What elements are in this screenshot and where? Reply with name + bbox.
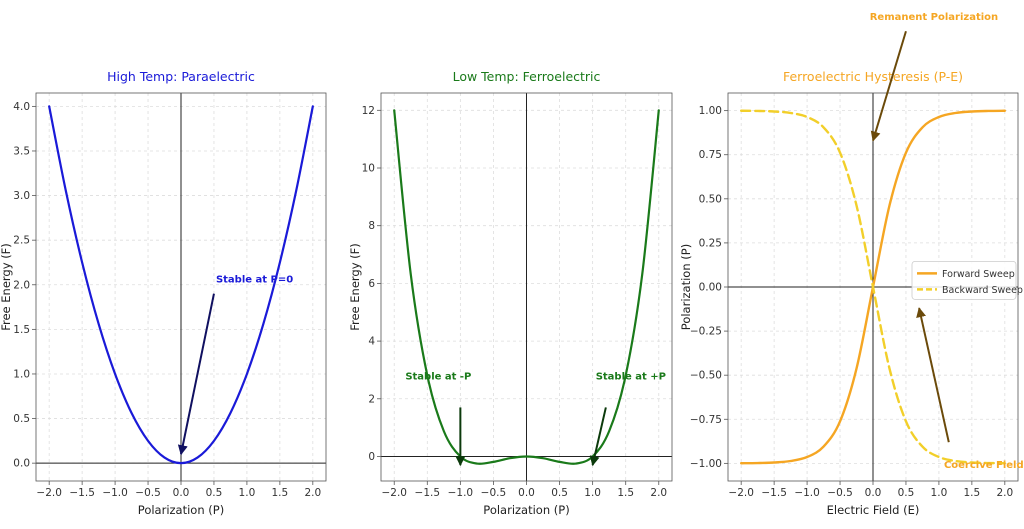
- x-tick-label-4: 0.0: [865, 487, 882, 499]
- x-tick-label-5: 0.5: [206, 487, 223, 499]
- y-axis-label: Polarization (P): [679, 244, 693, 330]
- x-tick-label-3: −0.5: [135, 487, 161, 499]
- x-tick-label-3: −0.5: [827, 487, 853, 499]
- x-tick-label-1: −1.5: [69, 487, 95, 499]
- x-tick-label-0: −2.0: [728, 487, 754, 499]
- x-axis-label: Polarization (P): [483, 503, 569, 517]
- annotation-label-0: Stable at -P: [405, 371, 471, 382]
- y-axis-label: Free Energy (F): [0, 243, 13, 331]
- y-tick-label-7: 3.5: [13, 145, 30, 157]
- x-tick-label-5: 0.5: [898, 487, 915, 499]
- y-tick-label-7: 0.75: [699, 149, 722, 161]
- x-tick-label-0: −2.0: [381, 487, 407, 499]
- y-tick-label-4: 0.00: [699, 282, 722, 294]
- y-tick-label-3: −0.25: [690, 326, 722, 338]
- y-tick-label-0: −1.00: [690, 458, 722, 470]
- y-tick-label-3: 1.5: [13, 324, 30, 336]
- x-axis-label: Polarization (P): [138, 503, 224, 517]
- y-tick-label-1: −0.75: [690, 414, 722, 426]
- legend: Forward Sweep Backward Sweep: [911, 260, 1023, 300]
- x-tick-label-5: 0.5: [551, 487, 568, 499]
- chart-1: −2.0 −1.5 −1.0 −0.5 0.0 0.5 1.0 1.5 2.0 0.0 0.5 1.0…: [0, 69, 327, 517]
- y-tick-label-5: 0.25: [699, 237, 722, 249]
- chart-title: Low Temp: Ferroelectric: [453, 69, 601, 84]
- chart-title: High Temp: Paraelectric: [107, 69, 255, 84]
- annotation-label-0: Remanent Polarization: [870, 12, 998, 23]
- x-tick-label-7: 1.5: [964, 487, 981, 499]
- y-tick-label-6: 0.50: [699, 193, 722, 205]
- annotation-arrow-0: [870, 30, 907, 142]
- y-tick-label-2: 4: [368, 336, 375, 348]
- x-tick-label-7: 1.5: [272, 487, 289, 499]
- legend-label-1: Backward Sweep: [942, 285, 1023, 296]
- x-tick-label-2: −1.0: [448, 487, 474, 499]
- x-tick-label-2: −1.0: [794, 487, 820, 499]
- x-tick-label-4: 0.0: [518, 487, 535, 499]
- y-tick-label-8: 1.00: [699, 105, 722, 117]
- x-tick-label-2: −1.0: [102, 487, 128, 499]
- y-tick-label-2: 1.0: [13, 368, 30, 380]
- chart-3: −2.0 −1.5 −1.0 −0.5 0.0 0.5 1.0 1.5 2.0 −1.00 −0.7…: [679, 12, 1024, 517]
- y-tick-label-6: 12: [362, 105, 375, 117]
- y-axis-label: Free Energy (F): [348, 243, 362, 331]
- legend-box: [911, 260, 1017, 300]
- chart-2: −2.0 −1.5 −1.0 −0.5 0.0 0.5 1.0 1.5 2.0 0 2 4 6 8 10 12…: [348, 69, 673, 517]
- annotation-arrow-0: [177, 293, 215, 456]
- annotation-label-1: Stable at +P: [596, 371, 666, 382]
- y-tick-label-4: 8: [368, 220, 375, 232]
- y-tick-label-6: 3.0: [13, 190, 30, 202]
- y-tick-label-5: 10: [362, 163, 375, 175]
- x-tick-label-4: 0.0: [173, 487, 190, 499]
- chart-title: Ferroelectric Hysteresis (P-E): [783, 69, 963, 84]
- x-tick-label-1: −1.5: [415, 487, 441, 499]
- series-line-1: [739, 109, 1007, 465]
- x-axis-label: Electric Field (E): [827, 503, 920, 517]
- legend-label-0: Forward Sweep: [942, 269, 1015, 280]
- y-tick-label-0: 0.0: [13, 458, 30, 470]
- series-line-0: [48, 105, 314, 465]
- x-tick-label-6: 1.0: [931, 487, 948, 499]
- y-tick-label-1: 2: [368, 393, 375, 405]
- y-tick-label-2: −0.50: [690, 370, 722, 382]
- annotation-arrow-1: [916, 307, 950, 443]
- series-line-0: [393, 109, 660, 465]
- annotation-label-1: Coercive Field: [944, 460, 1024, 471]
- x-tick-label-8: 2.0: [996, 487, 1013, 499]
- y-tick-label-8: 4.0: [13, 101, 30, 113]
- x-tick-label-6: 1.0: [239, 487, 256, 499]
- x-tick-label-3: −0.5: [481, 487, 507, 499]
- x-tick-label-0: −2.0: [36, 487, 62, 499]
- x-tick-label-7: 1.5: [617, 487, 634, 499]
- y-tick-label-5: 2.5: [13, 235, 30, 247]
- y-tick-label-1: 0.5: [13, 413, 30, 425]
- x-tick-label-8: 2.0: [650, 487, 667, 499]
- x-tick-label-6: 1.0: [584, 487, 601, 499]
- y-tick-label-4: 2.0: [13, 279, 30, 291]
- y-tick-label-0: 0: [368, 451, 375, 463]
- annotation-arrow-1: [589, 407, 607, 467]
- annotation-label-0: Stable at P=0: [216, 275, 293, 286]
- x-tick-label-1: −1.5: [761, 487, 787, 499]
- y-tick-label-3: 6: [368, 278, 375, 290]
- x-tick-label-8: 2.0: [304, 487, 321, 499]
